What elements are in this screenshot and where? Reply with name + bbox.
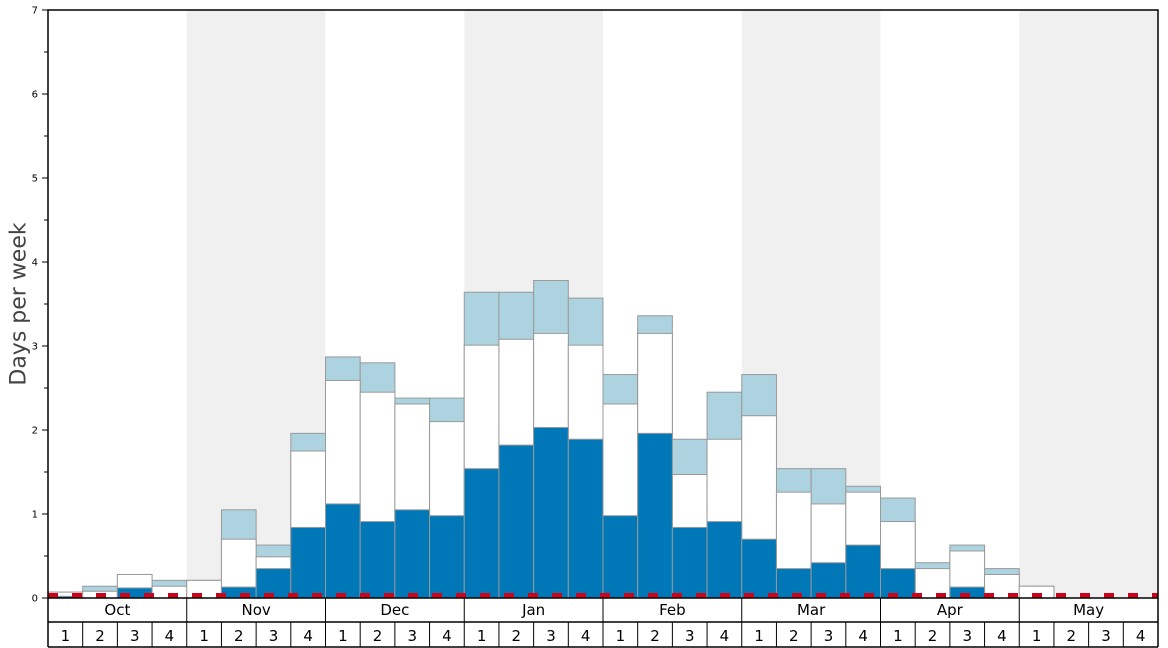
week-label: 1 (338, 627, 348, 645)
y-tick-label: 5 (32, 174, 38, 185)
week-label: 3 (269, 627, 279, 645)
month-label-dec: Dec (380, 601, 409, 619)
bar-series1-week6 (220, 586, 257, 599)
bar-series1-week16 (567, 438, 604, 599)
month-label-apr: Apr (937, 601, 964, 619)
bar-series1-week14 (498, 444, 535, 599)
week-label: 1 (893, 627, 903, 645)
bar-series1-week15 (533, 426, 569, 599)
week-label: 2 (373, 627, 383, 645)
week-label: 4 (581, 627, 591, 645)
month-label-oct: Oct (104, 601, 130, 619)
week-label: 1 (754, 627, 764, 645)
week-label: 1 (199, 627, 209, 645)
week-label: 1 (477, 627, 487, 645)
y-axis: 0 1 2 3 4 5 6 7 (32, 6, 48, 605)
week-label: 4 (303, 627, 313, 645)
bar-series1-week23 (810, 562, 847, 599)
y-tick-label: 7 (32, 6, 38, 17)
bar-series1-week18 (637, 432, 673, 599)
week-label: 2 (512, 627, 522, 645)
y-tick-label: 1 (32, 510, 38, 521)
y-tick-label: 3 (32, 342, 38, 353)
bar-series1-week24 (845, 544, 881, 599)
bar-series1-week12 (429, 515, 465, 599)
week-label: 3 (962, 627, 972, 645)
y-tick-label: 4 (32, 258, 38, 269)
week-label: 2 (1067, 627, 1077, 645)
y-tick-label: 6 (32, 90, 38, 101)
week-label: 1 (61, 627, 71, 645)
bar-series1-week21 (741, 538, 777, 599)
week-label: 1 (616, 627, 626, 645)
week-label: 4 (997, 627, 1007, 645)
week-label: 4 (858, 627, 868, 645)
month-label-nov: Nov (241, 601, 270, 619)
week-label: 4 (442, 627, 452, 645)
week-label: 2 (789, 627, 799, 645)
bar-series1-week20 (706, 521, 743, 599)
month-shade-may (1019, 10, 1158, 598)
week-label: 2 (95, 627, 105, 645)
bar-series1-week13 (463, 468, 500, 599)
week-label: 4 (165, 627, 175, 645)
bar-series1-week19 (671, 526, 708, 599)
y-tick-label: 0 (32, 594, 38, 605)
bar-series1-week11 (394, 509, 431, 599)
month-label-feb: Feb (659, 601, 686, 619)
bar-series1-week17 (602, 515, 639, 599)
week-label: 3 (685, 627, 695, 645)
week-label: 3 (407, 627, 417, 645)
week-label: 2 (234, 627, 244, 645)
week-label: 2 (650, 627, 660, 645)
month-label-jan: Jan (521, 601, 545, 619)
month-label-may: May (1073, 601, 1104, 619)
month-label-mar: Mar (797, 601, 826, 619)
week-label: 4 (1136, 627, 1146, 645)
y-tick-label: 2 (32, 426, 38, 437)
bar-series1-week9 (325, 503, 361, 599)
y-axis-label: Days per week (7, 222, 32, 385)
week-label: 3 (546, 627, 556, 645)
bar-series1-week10 (359, 521, 396, 599)
week-label: 3 (1101, 627, 1111, 645)
week-label: 2 (928, 627, 938, 645)
week-label: 1 (1032, 627, 1042, 645)
bars (47, 279, 1055, 599)
week-label: 4 (720, 627, 730, 645)
week-label: 3 (130, 627, 140, 645)
bar-series1-week8 (290, 526, 326, 599)
x-axis: Oct 1 2 3 4 Nov 1 2 3 4 Dec 1 2 3 4 Jan 1 2 3 4 Feb 1 2 3 4 Mar 1 2… (47, 598, 1159, 648)
week-label: 3 (824, 627, 834, 645)
